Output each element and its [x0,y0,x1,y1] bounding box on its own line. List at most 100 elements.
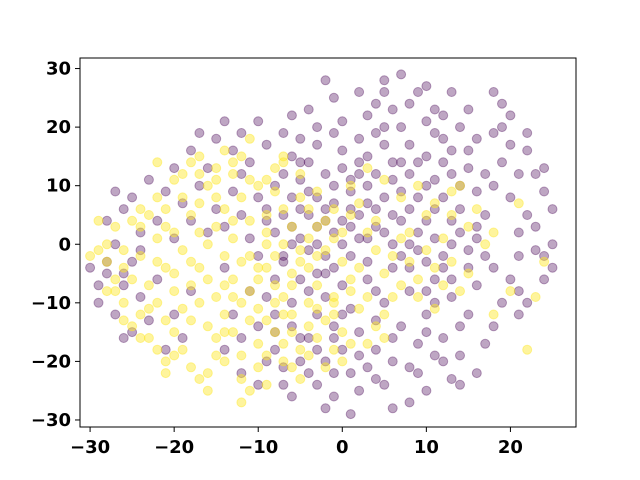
data-point-s1-191 [261,379,272,390]
data-point-s0-184 [110,309,121,320]
data-point-s1-161 [219,145,230,156]
data-point-s1-200 [295,169,306,179]
data-point-s0-80 [513,169,524,179]
data-point-s0-27 [312,268,323,279]
data-point-s1-203 [345,180,356,191]
data-point-s0-94 [404,286,415,297]
data-point-s0-267 [413,245,423,256]
data-point-s1-3 [219,251,230,261]
data-point-s1-34 [278,292,289,302]
data-point-s0-34 [429,174,440,185]
data-point-s1-180 [522,344,533,355]
data-point-s1-10 [202,239,213,250]
data-point-s0-40 [387,174,398,185]
data-point-s0-31 [421,180,432,191]
data-point-s0-75 [404,98,415,109]
data-point-s0-215 [320,403,331,414]
data-point-s0-132 [345,368,356,379]
data-point-s1-123 [219,280,230,291]
data-point-s0-83 [488,128,499,138]
data-point-s0-234 [539,251,550,261]
data-point-s1-99 [370,321,381,332]
data-point-s0-214 [270,309,280,320]
y-axis: −30 −20 −10 0 10 20 30 [31,59,80,431]
data-point-s1-132 [101,256,112,267]
data-point-s1-144 [455,286,465,297]
data-point-s1-98 [396,280,407,291]
data-point-s1-42 [320,315,331,326]
data-point-s0-198 [177,333,188,343]
data-point-s0-1 [303,210,314,220]
data-point-s1-37 [244,251,255,261]
data-point-s0-249 [328,92,339,103]
data-point-s0-148 [278,169,289,179]
data-point-s0-50 [370,169,381,179]
data-point-s0-108 [421,385,432,396]
data-point-s0-138 [421,286,432,297]
data-point-s1-199 [219,327,230,338]
data-point-s0-66 [421,116,432,127]
data-point-s0-248 [396,69,407,80]
data-point-s0-193 [110,239,121,250]
data-point-s1-58 [118,297,129,308]
data-point-s0-240 [320,75,331,86]
data-point-s1-45 [328,292,339,302]
data-point-s0-89 [295,157,306,168]
data-point-s1-215 [446,186,457,197]
data-point-s1-9 [186,315,196,326]
data-point-s1-198 [253,362,264,373]
data-point-s1-182 [539,256,550,267]
data-point-s1-214 [429,198,440,209]
data-point-s0-280 [362,256,373,267]
data-point-s0-113 [370,315,381,326]
data-point-s1-147 [463,221,474,232]
data-point-s0-161 [228,145,238,156]
data-point-s0-176 [169,163,180,174]
data-point-s0-122 [413,338,423,349]
data-point-s0-24 [345,186,356,197]
data-point-s1-163 [244,133,255,144]
data-point-s0-88 [471,221,482,232]
data-point-s1-167 [160,221,171,232]
data-point-s1-51 [101,239,112,250]
data-point-s0-220 [522,210,533,220]
data-point-s0-99 [438,333,449,343]
y-tick-label-3: 0 [58,234,71,255]
data-point-s0-204 [261,356,272,367]
data-point-s0-69 [370,128,381,138]
data-point-s0-81 [413,87,423,97]
data-point-s1-93 [362,227,373,238]
data-point-s0-187 [135,292,146,302]
data-point-s0-225 [522,128,533,138]
data-point-s1-211 [379,174,390,185]
data-point-s1-46 [278,356,289,367]
data-point-s0-290 [278,256,289,267]
data-point-s0-115 [328,321,339,332]
data-point-s0-64 [379,139,390,150]
data-point-s0-253 [328,180,339,191]
data-point-s0-137 [370,286,381,297]
data-point-s1-22 [228,327,238,338]
data-point-s0-112 [471,280,482,291]
data-point-s0-221 [539,186,550,197]
data-point-s1-212 [396,192,407,203]
data-point-s1-170 [320,215,331,226]
data-point-s0-129 [471,368,482,379]
data-point-s0-288 [438,356,449,367]
data-point-s0-62 [354,157,365,168]
data-point-s1-169 [228,215,238,226]
data-point-s0-162 [152,215,163,226]
data-point-s0-260 [320,169,331,179]
data-point-s1-14 [219,309,230,320]
data-point-s0-156 [270,274,280,285]
data-point-s1-47 [312,333,323,343]
data-point-s1-174 [328,297,339,308]
data-point-s0-273 [455,227,465,238]
data-point-s0-298 [278,362,289,373]
data-point-s0-96 [421,309,432,320]
data-point-s0-284 [370,374,381,384]
data-point-s0-8 [337,215,348,226]
data-point-s0-16 [286,239,297,250]
data-point-s1-96 [387,251,398,261]
